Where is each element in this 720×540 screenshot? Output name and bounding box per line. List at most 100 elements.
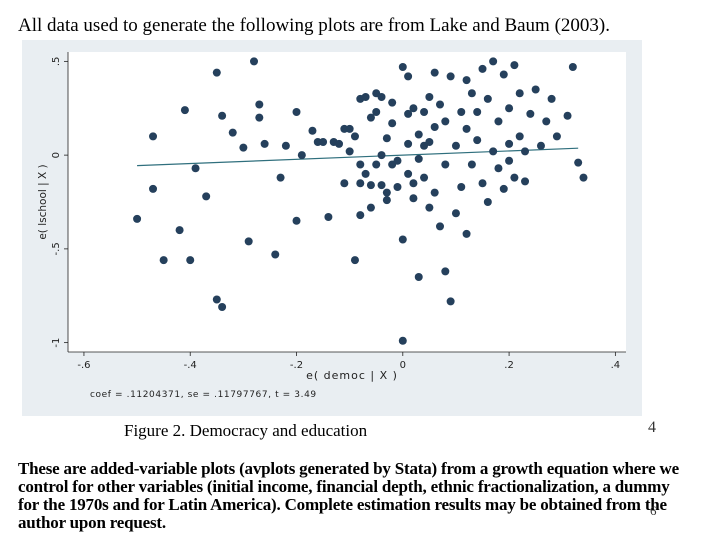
- figure-panel: -1 -.5 0 .5 -.6 -.4 -.2 0 .2 .4 e( lschool | X )…: [22, 40, 642, 416]
- data-point: [489, 147, 498, 156]
- data-point: [404, 139, 413, 148]
- data-point: [366, 203, 375, 212]
- note-line: for the 1970s and for Latin America). Co…: [18, 495, 667, 514]
- data-point: [478, 179, 487, 188]
- data-point: [356, 211, 365, 220]
- x-tick-label: -.4: [184, 360, 197, 371]
- data-point: [356, 160, 365, 169]
- data-point: [350, 256, 359, 265]
- data-point: [180, 106, 189, 115]
- x-tick-label: -.6: [77, 360, 90, 371]
- data-point: [250, 57, 258, 66]
- data-point: [292, 108, 301, 116]
- data-point: [409, 179, 418, 188]
- regression-stats: coef = .11204371, se = .11797767, t = 3.…: [90, 390, 317, 400]
- data-point: [462, 76, 471, 85]
- data-point: [149, 132, 158, 141]
- note-block: These are added-variable plots (avplots …: [18, 460, 708, 532]
- data-point: [281, 141, 290, 150]
- data-point: [457, 108, 466, 116]
- data-point: [542, 117, 551, 126]
- data-point: [521, 177, 530, 186]
- data-point: [340, 124, 349, 133]
- data-point: [361, 93, 370, 101]
- data-point: [228, 128, 237, 137]
- data-point: [292, 216, 301, 225]
- data-point: [345, 147, 354, 156]
- data-point: [202, 192, 211, 201]
- data-point: [568, 63, 577, 71]
- data-point: [324, 213, 333, 221]
- data-point: [430, 123, 439, 131]
- data-point: [393, 156, 402, 165]
- data-point: [510, 61, 519, 70]
- data-point: [149, 184, 158, 193]
- y-tick-label: .5: [51, 57, 62, 67]
- data-point: [212, 295, 221, 304]
- data-point: [531, 85, 540, 94]
- data-point: [377, 151, 386, 160]
- data-point: [441, 267, 450, 276]
- data-point: [483, 198, 492, 206]
- data-point: [404, 109, 413, 118]
- data-point: [404, 169, 413, 178]
- data-point: [133, 214, 142, 223]
- data-point: [297, 151, 306, 160]
- data-point: [382, 196, 391, 205]
- data-point: [420, 173, 429, 182]
- data-point: [552, 132, 561, 141]
- data-point: [430, 68, 439, 77]
- data-point: [255, 100, 264, 109]
- data-point: [467, 160, 476, 169]
- plot-area: [68, 52, 626, 352]
- data-point: [436, 222, 444, 231]
- note-line: These are added-variable plots (avplots …: [18, 459, 679, 478]
- data-point: [473, 108, 482, 116]
- data-point: [526, 109, 535, 118]
- data-point: [489, 57, 498, 66]
- data-point: [467, 89, 476, 98]
- data-point: [244, 237, 253, 246]
- page-number-2: 6: [650, 503, 657, 518]
- data-point: [425, 93, 434, 101]
- data-points: [133, 57, 588, 345]
- data-point: [462, 124, 471, 133]
- data-point: [441, 160, 450, 169]
- data-point: [335, 139, 344, 148]
- data-point: [563, 111, 572, 120]
- data-point: [494, 164, 503, 173]
- x-tick-label: 0: [400, 360, 406, 371]
- x-tick-label: .4: [611, 360, 621, 371]
- figure-caption: Figure 2. Democracy and education: [124, 421, 368, 440]
- data-point: [420, 141, 429, 150]
- data-point: [462, 229, 471, 238]
- note-line: control for other variables (initial inc…: [18, 477, 670, 496]
- data-point: [409, 194, 418, 203]
- data-point: [404, 72, 413, 81]
- data-point: [515, 132, 524, 141]
- data-point: [308, 126, 317, 135]
- data-point: [366, 181, 375, 190]
- data-point: [398, 235, 407, 244]
- data-point: [547, 94, 556, 103]
- data-point: [218, 303, 227, 311]
- intro-text: All data used to generate the following …: [18, 15, 610, 36]
- x-tick-label: .2: [504, 360, 514, 371]
- data-point: [319, 138, 328, 146]
- data-point: [388, 98, 397, 107]
- data-point: [388, 119, 397, 128]
- data-point: [451, 141, 460, 150]
- data-point: [218, 111, 227, 120]
- y-tick-label: 0: [51, 152, 62, 158]
- data-point: [276, 173, 285, 182]
- data-point: [505, 139, 514, 148]
- data-point: [414, 273, 423, 281]
- data-point: [382, 134, 391, 143]
- data-point: [505, 104, 514, 113]
- y-tick-label: -1: [51, 338, 62, 348]
- data-point: [398, 63, 407, 71]
- data-point: [361, 169, 370, 178]
- data-point: [175, 226, 184, 235]
- data-point: [212, 68, 221, 77]
- data-point: [446, 72, 455, 81]
